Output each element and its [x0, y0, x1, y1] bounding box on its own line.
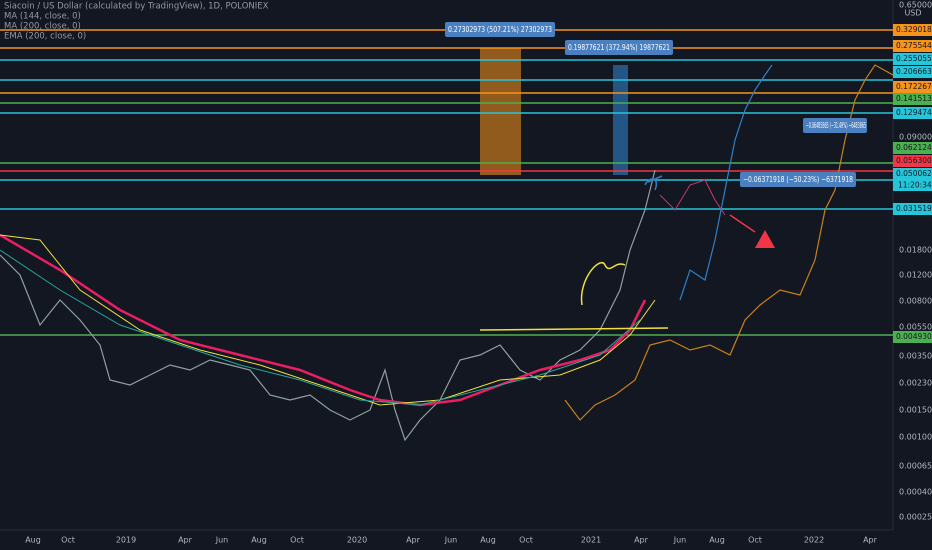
ma-line: [0, 249, 641, 406]
price-tick-label: 0.00230000: [899, 379, 932, 388]
clock: 11:20:34: [898, 181, 932, 190]
price-tick-label: 0.01200000: [899, 271, 932, 280]
time-tick-label: 2020: [347, 536, 367, 545]
time-tick-label: 2022: [804, 536, 824, 545]
time-tick-label: Jun: [673, 536, 687, 545]
time-tick-label: Apr: [863, 536, 878, 545]
measure-label-box: [803, 118, 867, 133]
measure-box: [480, 48, 521, 175]
price-unit: USD: [904, 9, 921, 18]
level-label-box: [893, 40, 932, 52]
measure-label-box: [565, 40, 673, 55]
price-tick-label: 0.00800000: [899, 297, 932, 306]
time-tick-label: Jun: [215, 536, 229, 545]
time-tick-label: Aug: [480, 536, 496, 545]
level-label: 0.20666370: [896, 67, 932, 76]
price-tick-label: 0.00350000: [899, 352, 932, 361]
level-label-box: [893, 203, 932, 215]
time-tick-label: Apr: [178, 536, 193, 545]
price-tick-label: 0.00100000: [899, 433, 932, 442]
level-label-box: [893, 24, 932, 36]
measure-label: 0.27302973 (507.21%) 27302973: [448, 25, 552, 34]
time-tick-label: Aug: [251, 536, 267, 545]
measure-label: −0.06485865 (−31.49%) −6483865: [806, 121, 866, 130]
time-tick-label: 2021: [581, 536, 601, 545]
level-label: 0.05630000: [896, 156, 932, 165]
time-tick-label: Apr: [634, 536, 649, 545]
level-label-box: [893, 93, 932, 105]
level-label: 0.14151352: [896, 94, 932, 103]
measure-label-box: [740, 172, 856, 187]
level-label: 0.25505565: [896, 54, 932, 63]
legend-entry: MA (200, close, 0): [4, 22, 81, 32]
legend-entry: Siacoin / US Dollar (calculated by Tradi…: [4, 2, 269, 12]
price-tick-label: 0.00550000: [899, 323, 932, 332]
level-label: 0.06212409: [896, 143, 932, 152]
level-label: 0.17226713: [896, 82, 932, 91]
level-label-box: [893, 66, 932, 78]
price-tick-label: 0.00150000: [899, 406, 932, 415]
level-label-box: [893, 53, 932, 65]
price-path: [659, 179, 726, 216]
level-label-box: [893, 142, 932, 154]
drawing: [644, 175, 663, 191]
price-tick-label: 0.00065000: [899, 462, 932, 471]
measure-label: 0.19877621 (372.94%) 19877621: [568, 43, 670, 52]
level-label: 0.12947434: [896, 108, 932, 117]
time-tick-label: Aug: [25, 536, 41, 545]
time-tick-label: Apr: [406, 536, 421, 545]
price-tick-label: 0.00040000: [899, 488, 932, 497]
time-tick-label: Oct: [61, 536, 75, 545]
time-tick-label: Jun: [444, 536, 458, 545]
price-tick-label: 0.09000000: [899, 133, 932, 142]
level-label-box: [893, 331, 932, 343]
level-label: 0.00493054: [896, 332, 932, 341]
level-label: 0.05006265: [896, 169, 932, 178]
legend-entry: EMA (200, close, 0): [4, 32, 86, 42]
clock-box: [893, 180, 932, 191]
price-tick-label: 0.00025000: [899, 513, 932, 522]
level-label-box: [893, 168, 932, 180]
level-label: 0.27554417: [896, 41, 932, 50]
time-tick-label: Aug: [709, 536, 725, 545]
time-tick-label: Oct: [519, 536, 533, 545]
drawing: [729, 214, 756, 233]
level-label: 0.03151909: [896, 204, 932, 213]
level-label: 0.32901872: [896, 25, 932, 34]
level-label-box: [893, 107, 932, 119]
legend-entry: MA (144, close, 0): [4, 12, 81, 22]
measure-label: −0.06371918 (−50.23%) −6371918: [743, 175, 853, 184]
warning-icon: [755, 230, 775, 248]
price-path: [679, 64, 773, 301]
price-tick-label: 0.01800000: [899, 246, 932, 255]
price-tick-label: 0.65000000: [899, 1, 932, 10]
time-tick-label: 2019: [116, 536, 136, 545]
level-label-box: [893, 155, 932, 167]
time-tick-label: Oct: [290, 536, 304, 545]
drawing: [479, 327, 669, 331]
measure-label-box: [445, 22, 555, 37]
measure-box: [613, 65, 628, 175]
ma-line: [0, 233, 647, 407]
time-tick-label: Oct: [748, 536, 762, 545]
ma-line: [0, 234, 656, 406]
drawing: [580, 262, 626, 306]
level-label-box: [893, 81, 932, 93]
price-path: [0, 169, 656, 442]
